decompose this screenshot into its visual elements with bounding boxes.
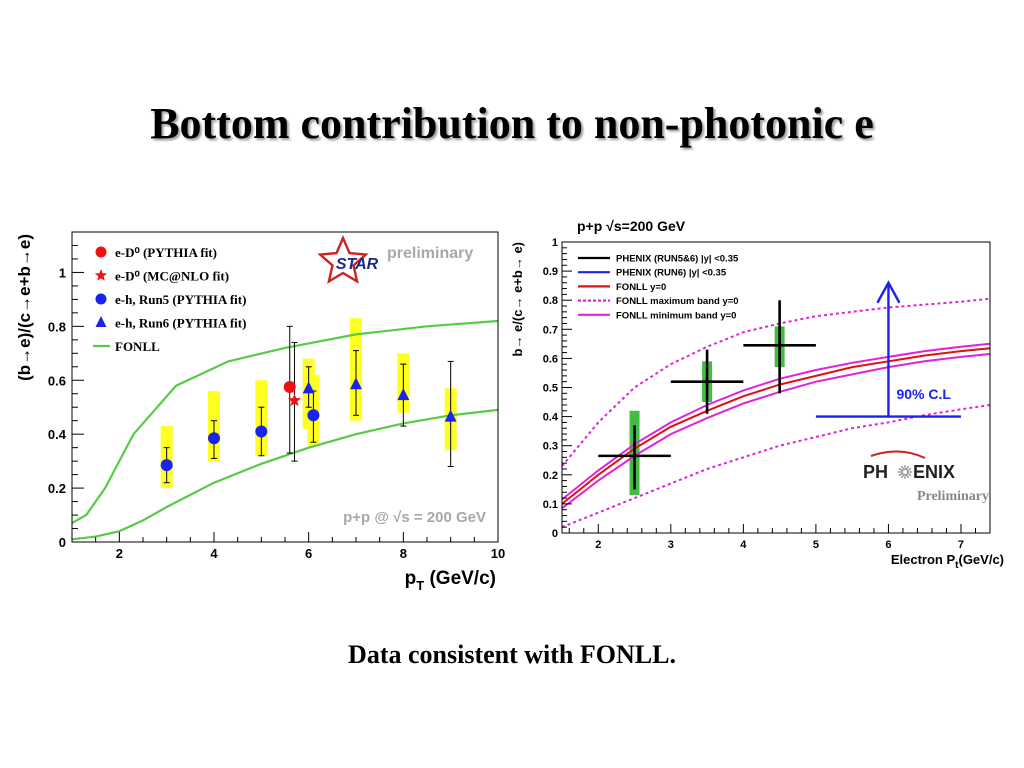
data-point-3-3 [444, 409, 457, 422]
y-tick-label: 0.4 [543, 412, 559, 424]
phenix-logo-ray [898, 472, 904, 477]
phenix-logo-ray [900, 465, 905, 471]
legend-text-2: e-h, Run5 (PYTHIA fit) [115, 292, 246, 307]
y-tick-label: 0.1 [543, 499, 558, 511]
fonll-lower-curve [71, 408, 499, 541]
phenix-logo-ray [900, 473, 905, 479]
y-tick-label: 0.8 [48, 319, 66, 334]
y-tick-label: 0.8 [543, 295, 558, 307]
y-tick-label: 0.4 [48, 427, 67, 442]
fonll-upper-curve [71, 319, 499, 525]
legend-text-1: e-D⁰ (MC@NLO fit) [115, 269, 229, 284]
star-chart: 0 0.2 0.4 0.6 0.8 1 2 4 6 8 10 pT (GeV/c) (b→e)/(c→e… [15, 231, 505, 593]
data-point-2 [777, 343, 782, 348]
y-tick-label: 1 [552, 237, 558, 249]
y-tick-label: 0.6 [48, 373, 66, 388]
data-point-0-0 [283, 381, 296, 393]
slide-title: Bottom contribution to non-photonic e [150, 99, 874, 148]
legend-text-0: e-D⁰ (PYTHIA fit) [115, 245, 217, 260]
phenix-logo-ray [906, 472, 912, 477]
x-tick-label: 8 [400, 546, 407, 561]
energy-label: p+p @ √s = 200 GeV [343, 509, 486, 526]
y-tick-label: 0.2 [48, 481, 66, 496]
y-tick-label: 0.5 [543, 383, 558, 395]
x-tick-label: 2 [595, 539, 601, 551]
y-tick-label: 0.9 [543, 266, 558, 278]
phenix-logo-text-a: PH [863, 462, 888, 482]
data-point-3-0 [302, 381, 315, 394]
conclusion-text: Data consistent with FONLL. [348, 640, 676, 669]
star-logo-icon [317, 234, 369, 284]
data-point-3-1 [350, 377, 362, 390]
x-tick-label: 10 [491, 546, 505, 561]
chart-header: p+p √s=200 GeV [577, 218, 686, 234]
x-axis-label: Electron Pt(GeV/c) [891, 552, 1004, 571]
legend-marker-1 [94, 269, 108, 281]
data-point-1 [705, 379, 710, 384]
legend-text-3: FONLL maximum band y=0 [616, 296, 739, 307]
legend-text-0: PHENIX (RUN5&6) |y| <0.35 [616, 254, 739, 265]
fonll-min-lower-curve [561, 353, 991, 510]
y-tick-label: 0 [552, 528, 558, 540]
preliminary-label: preliminary [387, 245, 473, 262]
y-tick-label: 0.3 [543, 441, 558, 453]
x-tick-label: 6 [885, 539, 891, 551]
phenix-logo-ray [905, 465, 910, 471]
limit-arrow-head [876, 280, 901, 304]
legend-marker-0 [95, 246, 107, 258]
y-tick-label: 0.6 [543, 353, 558, 365]
legend-text-1: PHENIX (RUN6) |y| <0.35 [616, 268, 727, 279]
x-tick-label: 4 [210, 546, 218, 561]
legend-marker-2 [95, 293, 107, 305]
phenix-logo-swoosh [870, 450, 926, 459]
data-point-3-2 [397, 388, 410, 401]
data-point-1-0 [287, 393, 302, 407]
data-point-2-2 [255, 425, 268, 438]
y-tick-label: 0.7 [543, 324, 558, 336]
fonll-max-lower-curve [561, 404, 991, 529]
y-axis-label: (b→e)/(c→e+b→e) [15, 234, 34, 381]
star-logo-text: STAR [336, 256, 379, 273]
legend-text-3: e-h, Run6 (PYTHIA fit) [115, 316, 246, 331]
legend-text-2: FONLL y=0 [616, 282, 666, 293]
legend-text-4: FONLL minimum band y=0 [616, 310, 736, 321]
data-point-2-1 [208, 432, 220, 445]
fonll-max-upper-curve [561, 297, 991, 467]
x-tick-label: 5 [813, 539, 819, 551]
x-tick-label: 6 [305, 546, 312, 561]
phenix-logo-ray [906, 467, 912, 472]
limit-label: 90% C.L [896, 386, 951, 402]
data-point-2-0 [160, 459, 173, 472]
x-axis-label: pT (GeV/c) [405, 568, 496, 593]
phenix-logo-text-b: ENIX [913, 462, 955, 482]
phenix-logo-ray [905, 473, 910, 479]
x-tick-label: 4 [740, 539, 747, 551]
y-axis-label: b→ e/(c→ e+b→ e) [510, 242, 525, 357]
y-tick-label: 1 [59, 265, 66, 280]
x-tick-label: 3 [668, 539, 674, 551]
y-tick-label: 0 [59, 535, 66, 550]
preliminary-label: Preliminary [917, 489, 989, 504]
phenix-chart: p+p √s=200 GeV 90% C.L 0 0.1 0.2 0.3 0.4 0.5 0.6… [510, 218, 1004, 571]
data-point-0 [632, 453, 637, 458]
legend-text-4: FONLL [115, 339, 160, 354]
legend-marker-3 [95, 316, 107, 327]
x-tick-label: 7 [958, 539, 964, 551]
y-tick-label: 0.2 [543, 470, 558, 482]
phenix-logo-ray [898, 467, 904, 472]
data-point-2-3 [307, 409, 320, 422]
x-tick-label: 2 [116, 546, 123, 561]
